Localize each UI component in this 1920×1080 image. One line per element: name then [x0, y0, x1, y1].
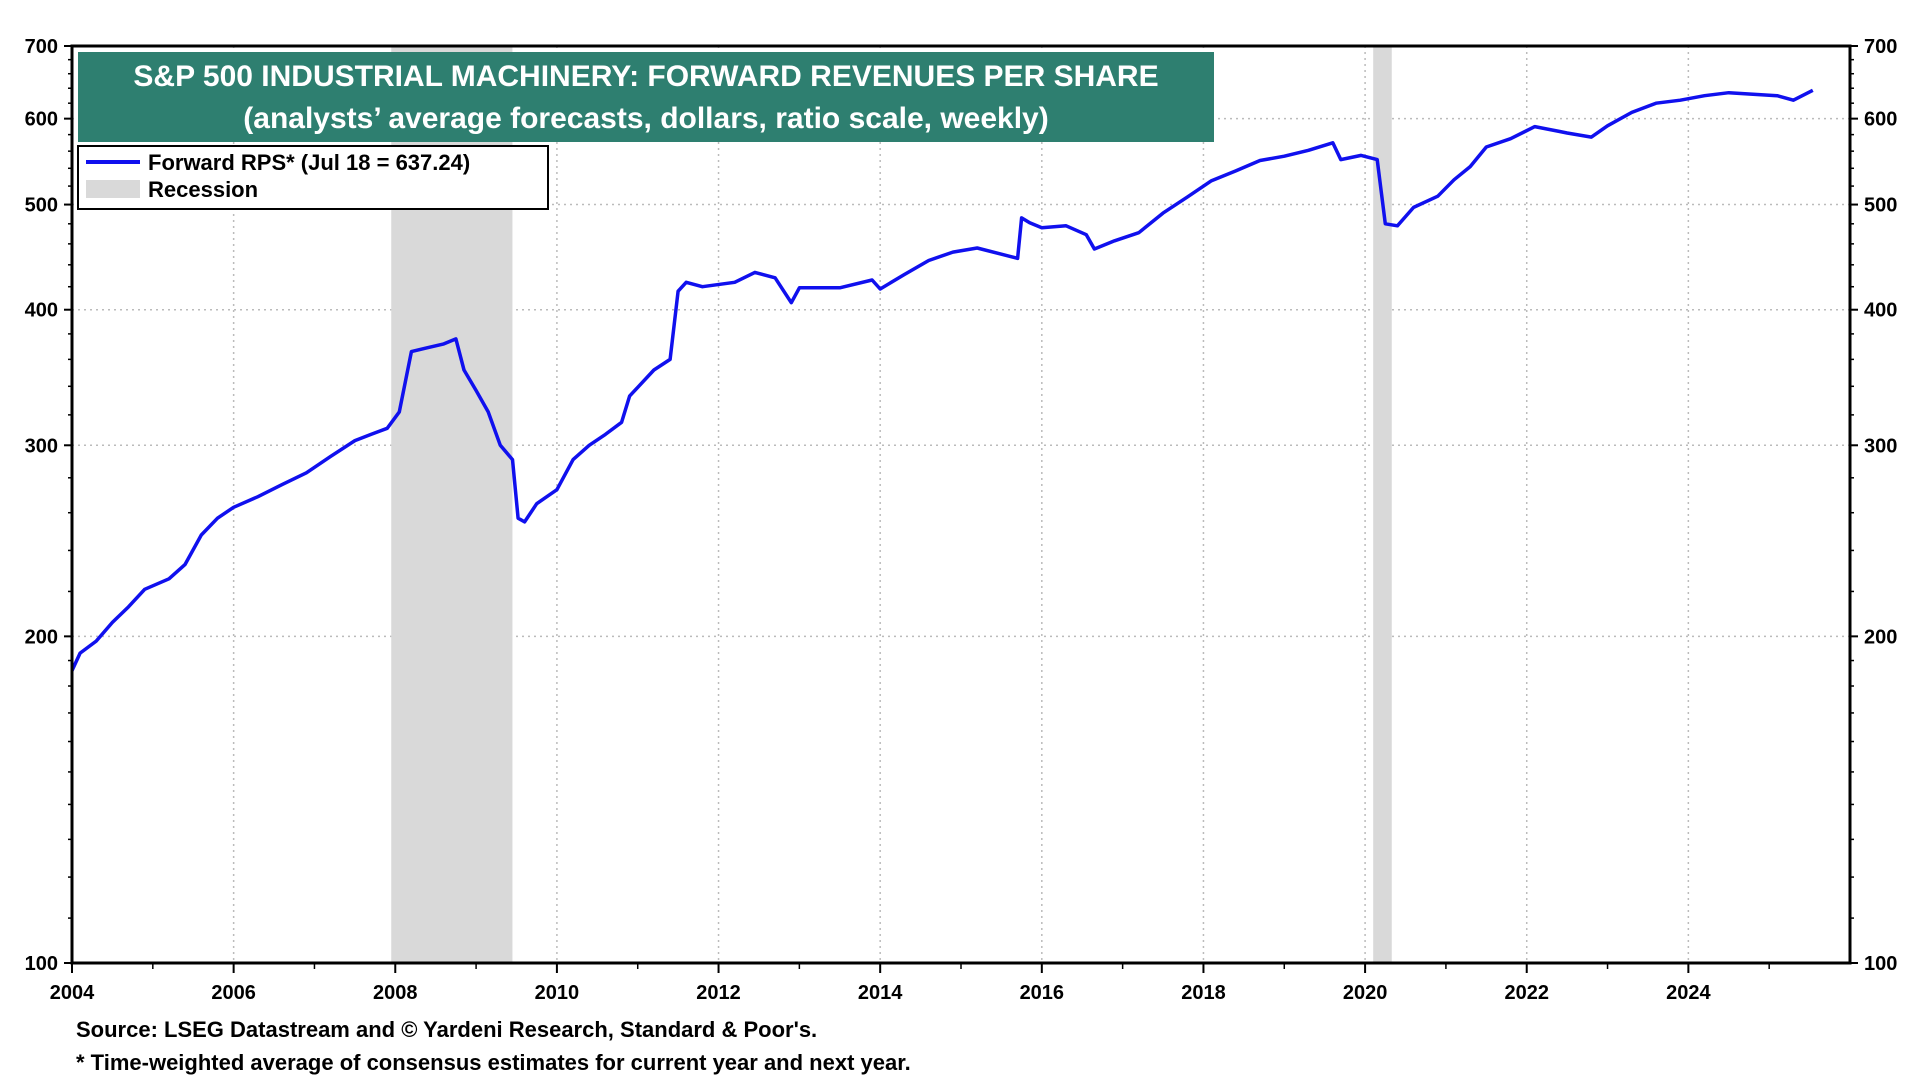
y-axis-right: 100 200 300 400 500 600 700 — [1850, 36, 1897, 975]
x-tick-label: 2012 — [696, 982, 741, 1004]
y-tick-label: 400 — [25, 300, 58, 322]
legend-recession-label: Recession — [148, 177, 258, 202]
x-tick-label: 2018 — [1181, 982, 1226, 1004]
y-tick-label: 700 — [1864, 36, 1897, 58]
footnote: * Time-weighted average of consensus est… — [76, 1050, 911, 1075]
source-note: Source: LSEG Datastream and © Yardeni Re… — [76, 1017, 818, 1042]
chart-subtitle: (analysts’ average forecasts, dollars, r… — [243, 102, 1048, 135]
x-tick-label: 2014 — [858, 982, 903, 1004]
legend: Forward RPS* (Jul 18 = 637.24) Recession — [77, 145, 549, 210]
legend-series-label: Forward RPS* (Jul 18 = 637.24) — [148, 150, 470, 175]
y-tick-label: 300 — [25, 435, 58, 457]
x-tick-label: 2016 — [1020, 982, 1065, 1004]
y-tick-label: 600 — [25, 109, 58, 131]
title-box: S&P 500 INDUSTRIAL MACHINERY: FORWARD RE… — [78, 52, 1214, 142]
y-tick-label: 300 — [1864, 435, 1897, 457]
chart-title: S&P 500 INDUSTRIAL MACHINERY: FORWARD RE… — [133, 60, 1158, 93]
y-tick-label: 500 — [1864, 195, 1897, 217]
y-tick-label: 100 — [1864, 953, 1897, 975]
series-layer — [70, 88, 1814, 672]
recession-band — [1373, 46, 1392, 963]
title-background — [78, 52, 1214, 142]
y-tick-label: 400 — [1864, 300, 1897, 322]
legend-recession-swatch — [86, 180, 140, 198]
y-tick-label: 100 — [25, 953, 58, 975]
legend-box — [77, 145, 549, 210]
x-tick-label: 2004 — [50, 982, 95, 1004]
x-tick-label: 2024 — [1666, 982, 1711, 1004]
x-tick-label: 2020 — [1343, 982, 1388, 1004]
x-tick-label: 2008 — [373, 982, 418, 1004]
y-tick-label: 600 — [1864, 109, 1897, 131]
x-axis: 2004 2006 2008 2010 2012 2014 2016 2018 2020 2022… — [50, 963, 1770, 1004]
y-tick-label: 200 — [1864, 626, 1897, 648]
y-tick-label: 700 — [25, 36, 58, 58]
y-tick-label: 200 — [25, 626, 58, 648]
y-axis-left: 100 200 300 400 500 600 700 — [25, 36, 72, 975]
x-tick-label: 2010 — [535, 982, 580, 1004]
series-forward-rps-line — [70, 88, 1814, 672]
y-tick-label: 500 — [25, 195, 58, 217]
x-tick-label: 2022 — [1504, 982, 1549, 1004]
x-tick-label: 2006 — [211, 982, 256, 1004]
